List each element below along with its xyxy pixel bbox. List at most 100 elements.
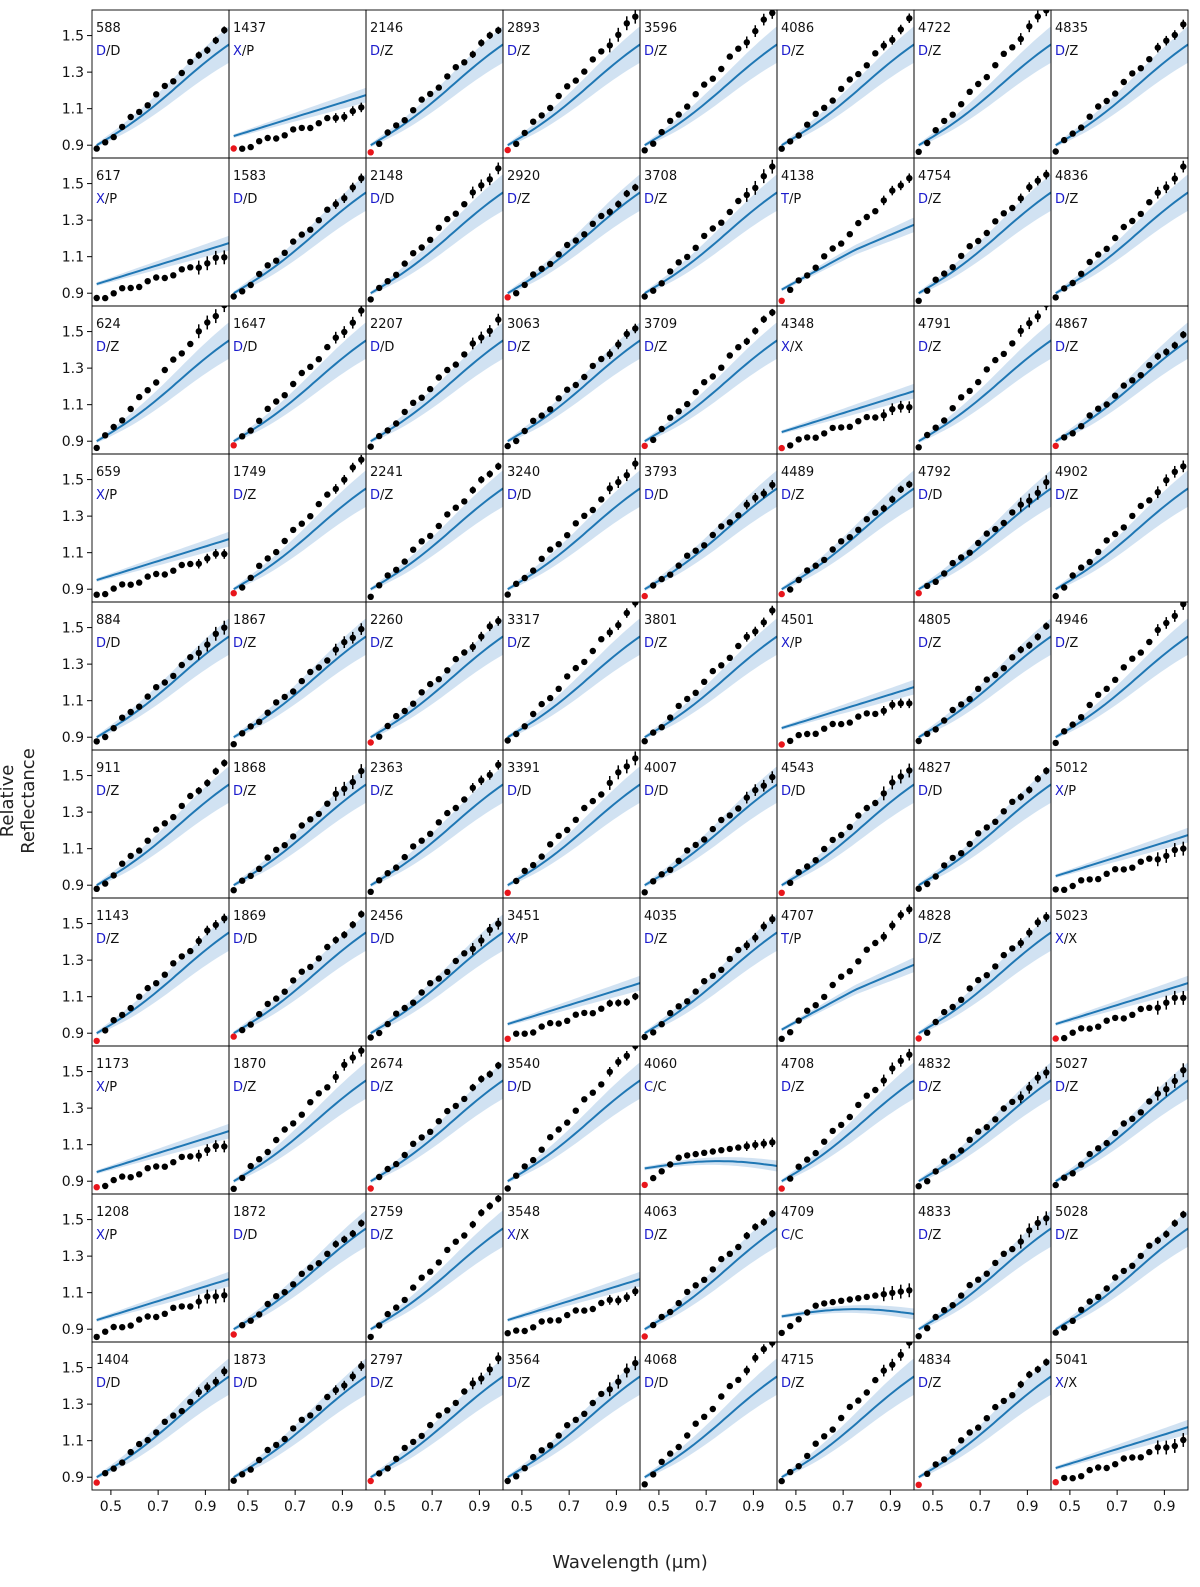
data-point — [572, 381, 579, 389]
data-point — [239, 1026, 246, 1034]
data-point — [641, 147, 648, 154]
data-point — [1052, 739, 1059, 747]
panel-1173: 1173 X/P 0.9 1.1 1.3 1.5 — [62, 1045, 230, 1195]
model-band — [233, 1062, 366, 1183]
data-point — [564, 1311, 571, 1319]
data-point — [966, 88, 973, 96]
y-tick-label: 1.3 — [62, 65, 84, 81]
data-point — [393, 420, 400, 427]
panel-class-label: D/Z — [781, 488, 804, 503]
data-point — [821, 725, 828, 732]
data-point — [932, 578, 939, 585]
data-point — [684, 103, 691, 110]
data-point — [924, 1470, 931, 1478]
data-point — [1103, 685, 1110, 692]
panel-class-label: X/X — [1055, 932, 1077, 947]
data-point — [376, 284, 383, 292]
data-point — [1009, 1245, 1016, 1253]
panel-id-label: 4707 — [781, 909, 814, 924]
data-point — [376, 1470, 383, 1477]
data-point — [264, 709, 271, 716]
data-point — [829, 1127, 836, 1135]
data-point — [709, 1266, 716, 1273]
data-point — [718, 1393, 725, 1400]
panel-id-label: 4035 — [644, 909, 677, 924]
data-point — [435, 676, 442, 683]
data-point — [1086, 113, 1093, 120]
data-point — [1112, 676, 1119, 683]
data-point — [975, 80, 982, 88]
panel-class-label: D/Z — [781, 1376, 804, 1391]
data-point — [701, 232, 708, 240]
data-point — [127, 113, 134, 121]
data-point — [795, 1463, 802, 1470]
data-point — [966, 840, 973, 848]
data-point — [393, 1455, 400, 1463]
data-point — [1052, 1181, 1059, 1189]
data-point — [547, 1442, 554, 1449]
data-point — [290, 380, 297, 388]
data-point — [298, 968, 305, 975]
data-point — [812, 857, 819, 864]
data-point — [324, 343, 331, 351]
panel-class-label: D/Z — [507, 1376, 530, 1391]
data-point — [650, 729, 657, 736]
data-point — [1052, 148, 1059, 155]
data-point — [1069, 1475, 1076, 1482]
data-point — [1112, 234, 1119, 242]
data-point — [521, 723, 528, 730]
data-point — [581, 512, 588, 519]
model-line — [370, 635, 503, 739]
data-point — [983, 1124, 990, 1131]
data-point — [324, 491, 331, 498]
model-line — [96, 1278, 229, 1322]
data-point — [461, 649, 468, 656]
data-point — [513, 1172, 520, 1179]
data-point — [1120, 1120, 1128, 1127]
data-point — [1112, 866, 1119, 873]
data-point — [1095, 1145, 1102, 1152]
panel-class-label: D/Z — [1055, 192, 1078, 207]
flagged-point — [93, 1184, 100, 1191]
data-point — [452, 1102, 459, 1110]
panel-1872: 1872 D/D — [228, 1193, 367, 1343]
data-point — [872, 710, 879, 718]
data-point — [93, 145, 100, 152]
data-point — [795, 132, 802, 139]
model-line — [507, 43, 640, 147]
data-point — [598, 1299, 605, 1307]
data-point — [136, 847, 143, 854]
model-line — [233, 1375, 366, 1479]
panel-2674: 2674 D/Z — [365, 1045, 504, 1195]
data-point — [170, 1412, 177, 1419]
data-point — [829, 836, 836, 844]
data-point — [376, 1322, 383, 1329]
data-point — [376, 877, 383, 884]
data-point — [119, 1459, 126, 1466]
model-band — [644, 1358, 777, 1479]
data-point — [444, 968, 451, 976]
data-point — [435, 1412, 442, 1419]
data-point — [547, 546, 554, 553]
data-point — [315, 1404, 322, 1412]
data-point — [667, 866, 674, 873]
data-point — [376, 140, 383, 147]
data-point — [410, 843, 417, 850]
data-point — [530, 118, 537, 125]
panel-2920: 2920 D/Z — [502, 157, 641, 307]
model-line — [918, 1375, 1051, 1479]
panel-id-label: 4348 — [781, 317, 814, 332]
data-point — [178, 350, 185, 357]
panel-1647: 1647 D/D — [228, 305, 367, 455]
data-point — [444, 809, 451, 817]
data-point — [127, 1322, 134, 1329]
panel-class-label: D/Z — [918, 932, 941, 947]
data-point — [452, 1238, 459, 1245]
data-point — [521, 427, 528, 435]
data-point — [1069, 1317, 1076, 1325]
data-point — [247, 427, 254, 434]
data-point — [855, 1397, 862, 1404]
x-tick-label: 0.7 — [1106, 1499, 1128, 1515]
data-point — [367, 443, 374, 450]
